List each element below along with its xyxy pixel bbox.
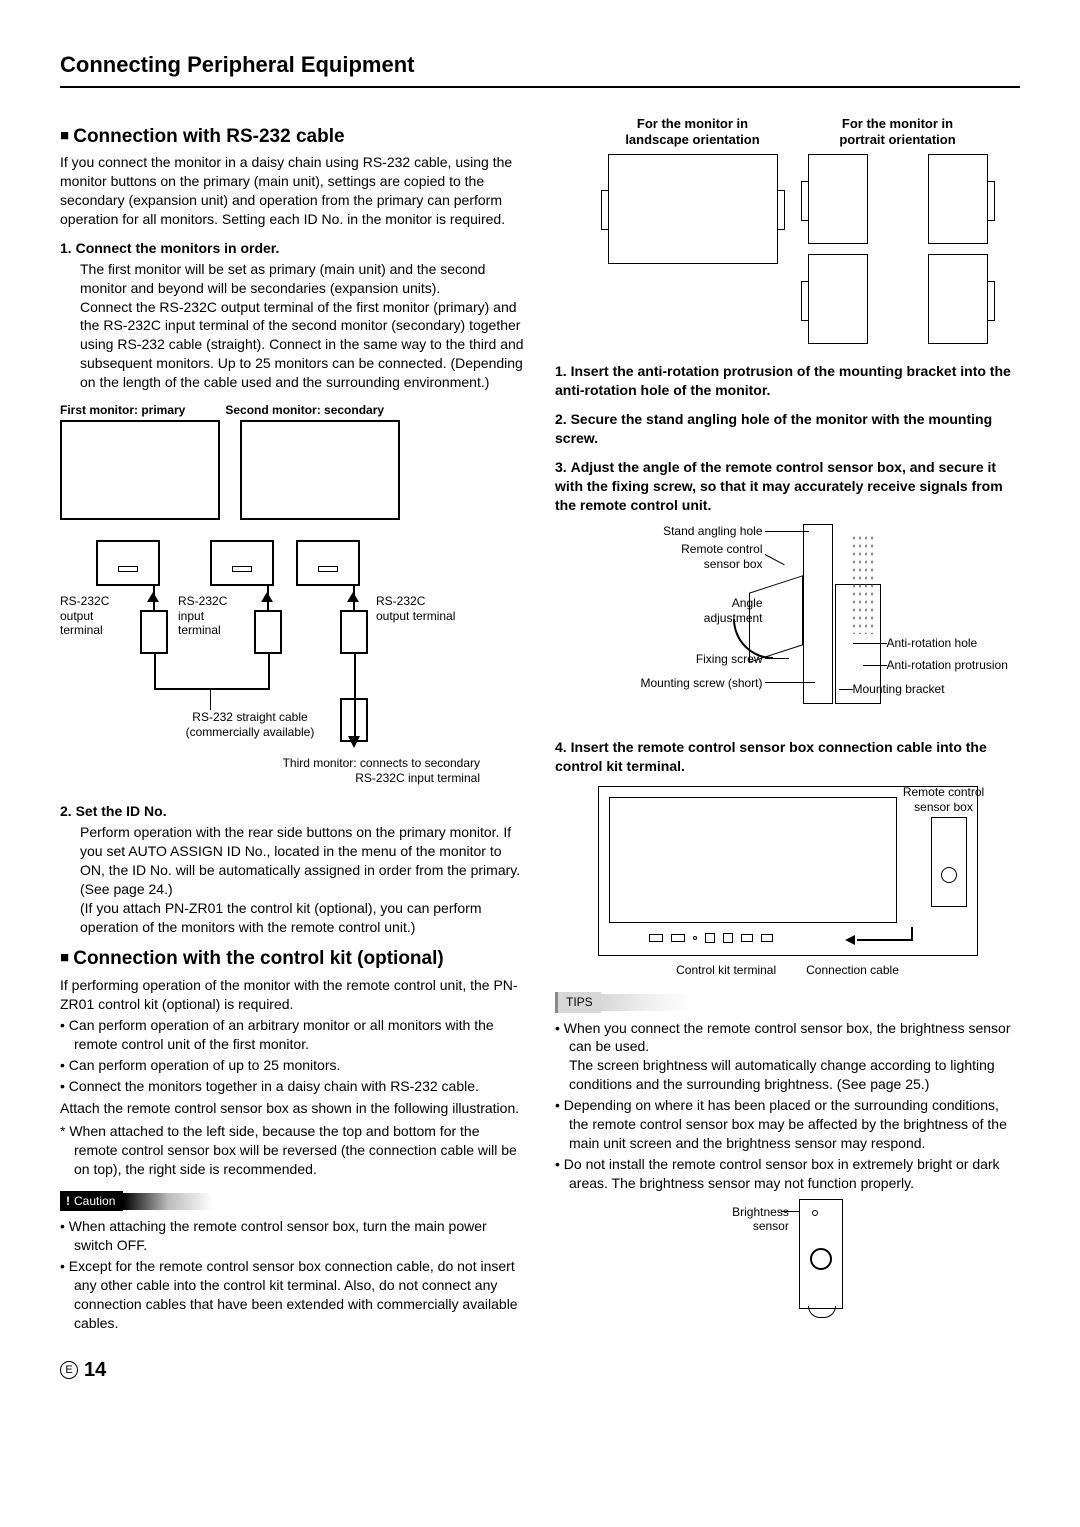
step1-title: Connect the monitors in order. [76, 240, 280, 256]
page-title: Connecting Peripheral Equipment [60, 50, 1020, 88]
brightness-sensor-diagram: Brightness sensor [555, 1199, 1020, 1309]
portrait-caption: For the monitor in portrait orientation [823, 116, 973, 149]
section-controlkit-title: Connection with the control kit (optiona… [60, 946, 525, 972]
lbl-ahole: Anti-rotation hole [887, 636, 1007, 650]
rstep3-num: 3. [555, 459, 567, 475]
lbl-fix: Fixing screw [643, 652, 763, 666]
rs232-diagram: First monitor: primary Second monitor: s… [60, 402, 525, 790]
controlkit-bullet-3: Connect the monitors together in a daisy… [74, 1077, 525, 1096]
tips-2: Depending on where it has been placed or… [569, 1096, 1020, 1153]
ctl-cable-label: Connection cable [806, 962, 899, 978]
step2-body: Perform operation with the rear side but… [60, 823, 525, 936]
caution-label: !Caution [60, 1191, 123, 1211]
tips-1: When you connect the remote control sens… [569, 1019, 1020, 1095]
orientation-diagram: For the monitor in landscape orientation… [555, 116, 1020, 345]
lbl-mbracket: Mounting bracket [853, 682, 993, 696]
lbl-sensor-box: Remote control sensor box [633, 542, 763, 571]
step2-num: 2. [60, 803, 72, 819]
ctl-terminal-label: Control kit terminal [676, 962, 776, 978]
controlkit-intro: If performing operation of the monitor w… [60, 976, 525, 1014]
caution-item-2: Except for the remote control sensor box… [74, 1257, 525, 1333]
rstep1: Insert the anti-rotation protrusion of t… [555, 363, 1011, 398]
diag-caption-second: Second monitor: secondary [225, 402, 384, 418]
label-rs232-cable: RS-232 straight cable (commercially avai… [170, 710, 330, 739]
rstep3: Adjust the angle of the remote control s… [555, 459, 1003, 513]
landscape-caption: For the monitor in landscape orientation [603, 116, 783, 149]
label-rs232-out2: RS-232C output terminal [376, 594, 466, 623]
lbl-stand-hole: Stand angling hole [633, 524, 763, 538]
rs232-intro: If you connect the monitor in a daisy ch… [60, 153, 525, 229]
page-number: E 14 [60, 1357, 1020, 1384]
label-rs232-out: RS-232C output terminal [60, 594, 130, 637]
caution-icon: ! [66, 1193, 70, 1209]
rstep4-num: 4. [555, 739, 567, 755]
diag-caption-first: First monitor: primary [60, 402, 185, 418]
step1-body: The first monitor will be set as primary… [60, 260, 525, 392]
controlkit-after: Attach the remote control sensor box as … [60, 1099, 525, 1118]
brightness-sensor-label: Brightness sensor [732, 1199, 789, 1234]
ctl-sensor-label: Remote control sensor box [889, 785, 999, 814]
rstep2: Secure the stand angling hole of the mon… [555, 411, 992, 446]
sensor-mount-diagram: Stand angling hole Remote control sensor… [573, 524, 1003, 724]
controlkit-bullet-2: Can perform operation of up to 25 monito… [74, 1056, 525, 1075]
lbl-aprot: Anti-rotation protrusion [887, 658, 1027, 672]
tips-3: Do not install the remote control sensor… [569, 1155, 1020, 1193]
controlkit-diagram: Remote control sensor box [598, 786, 978, 956]
caution-item-1: When attaching the remote control sensor… [74, 1217, 525, 1255]
lbl-mscrew: Mounting screw (short) [583, 676, 763, 690]
controlkit-footnote: When attached to the left side, because … [60, 1122, 525, 1179]
page-marker-icon: E [60, 1361, 78, 1379]
rstep1-num: 1. [555, 363, 567, 379]
tips-label: TIPS [555, 992, 601, 1012]
step1-num: 1. [60, 240, 72, 256]
step2-title: Set the ID No. [76, 803, 167, 819]
controlkit-bullet-1: Can perform operation of an arbitrary mo… [74, 1016, 525, 1054]
label-rs232-in: RS-232C input terminal [178, 594, 248, 637]
lbl-angle: Angle adjustment [663, 596, 763, 625]
section-rs232-title: Connection with RS-232 cable [60, 124, 525, 150]
left-column: Connection with RS-232 cable If you conn… [60, 116, 525, 1335]
right-column: For the monitor in landscape orientation… [555, 116, 1020, 1335]
rstep2-num: 2. [555, 411, 567, 427]
rstep4: Insert the remote control sensor box con… [555, 739, 987, 774]
label-third-monitor: Third monitor: connects to secondary RS-… [220, 756, 480, 785]
